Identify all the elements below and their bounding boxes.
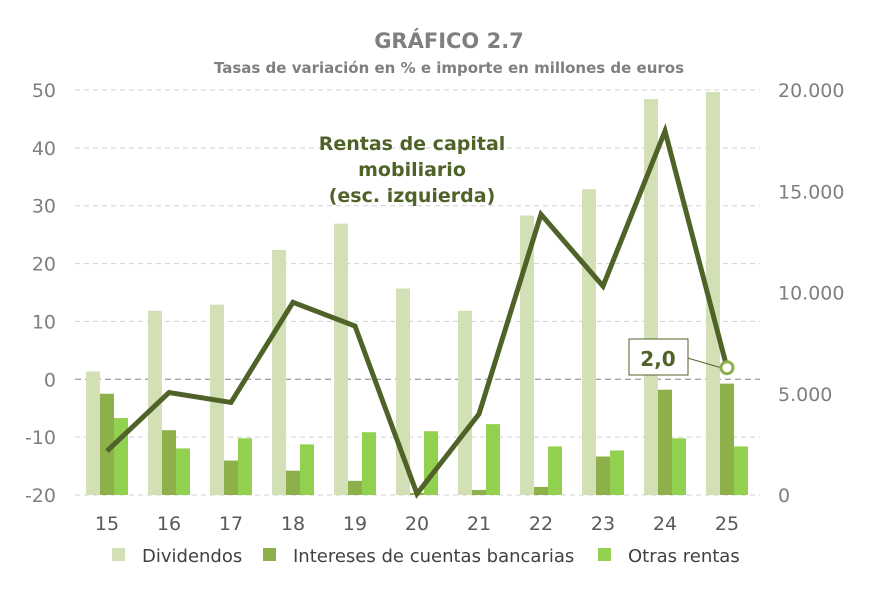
bar-intereses-de-cuentas-bancarias-24 [658, 389, 672, 495]
bar-intereses-de-cuentas-bancarias-23 [596, 456, 610, 495]
data-label: 2,0 [640, 347, 675, 371]
bar-intereses-de-cuentas-bancarias-22 [534, 486, 548, 495]
bar-otras-rentas-19 [362, 432, 376, 495]
right-axis-tick: 10.000 [778, 283, 844, 305]
x-axis-tick: 25 [715, 513, 739, 535]
bar-otras-rentas-15 [114, 418, 128, 495]
bar-intereses-de-cuentas-bancarias-18 [286, 470, 300, 495]
legend-swatch [598, 548, 611, 561]
line-annotation-3: (esc. izquierda) [329, 185, 496, 207]
x-axis-tick: 22 [529, 513, 553, 535]
legend-swatch [263, 548, 276, 561]
bar-dividendos-18 [272, 249, 286, 495]
left-axis-tick: 50 [32, 80, 56, 102]
bar-intereses-de-cuentas-bancarias-19 [348, 480, 362, 495]
right-axis-tick: 5.000 [778, 384, 832, 406]
left-axis-tick: -10 [25, 427, 56, 449]
bar-intereses-de-cuentas-bancarias-25 [720, 383, 734, 495]
bar-dividendos-23 [582, 189, 596, 495]
right-axis-tick: 0 [778, 485, 790, 507]
data-label-box [628, 338, 689, 376]
left-axis-tick: 10 [32, 311, 56, 333]
bar-otras-rentas-22 [548, 446, 562, 495]
bar-intereses-de-cuentas-bancarias-16 [162, 430, 176, 495]
chart-subtitle: Tasas de variación en % e importe en mil… [214, 59, 684, 77]
line-annotation-2: mobiliario [358, 159, 466, 181]
legend-label: Intereses de cuentas bancarias [293, 546, 574, 567]
right-axis-tick: 20.000 [778, 80, 844, 102]
x-axis-tick: 24 [653, 513, 677, 535]
legend-label: Otras rentas [628, 546, 740, 567]
bar-otras-rentas-24 [672, 438, 686, 495]
x-axis-tick: 21 [467, 513, 491, 535]
x-axis-tick: 23 [591, 513, 615, 535]
bar-otras-rentas-16 [176, 448, 190, 495]
bar-otras-rentas-17 [238, 438, 252, 495]
legend-label: Dividendos [142, 546, 242, 567]
left-axis-tick: 0 [44, 369, 56, 391]
legend-swatch [112, 548, 125, 561]
bar-intereses-de-cuentas-bancarias-15 [100, 393, 114, 495]
chart-title: GRÁFICO 2.7 [374, 28, 524, 53]
bar-otras-rentas-23 [610, 450, 624, 495]
bar-otras-rentas-18 [300, 444, 314, 495]
bar-intereses-de-cuentas-bancarias-21 [472, 489, 486, 495]
bar-otras-rentas-21 [486, 424, 500, 495]
left-axis-tick: 20 [32, 254, 56, 276]
left-axis-tick: 30 [32, 196, 56, 218]
bar-dividendos-25 [706, 92, 720, 496]
bar-dividendos-21 [458, 310, 472, 495]
line-annotation-1: Rentas de capital [319, 133, 506, 155]
bar-dividendos-19 [334, 223, 348, 495]
last-point-marker [719, 360, 735, 376]
left-axis-tick: -20 [25, 485, 56, 507]
x-axis-tick: 16 [157, 513, 181, 535]
x-axis-tick: 19 [343, 513, 367, 535]
bar-dividendos-15 [86, 371, 100, 495]
x-axis-tick: 20 [405, 513, 429, 535]
bar-otras-rentas-25 [734, 446, 748, 495]
x-axis-tick: 18 [281, 513, 305, 535]
x-axis-tick: 17 [219, 513, 243, 535]
data-label-leader [683, 356, 722, 369]
bar-intereses-de-cuentas-bancarias-17 [224, 460, 238, 495]
right-axis-tick: 15.000 [778, 181, 844, 203]
bar-dividendos-22 [520, 215, 534, 496]
x-axis-tick: 15 [95, 513, 119, 535]
bar-dividendos-24 [644, 99, 658, 496]
left-axis-tick: 40 [32, 138, 56, 160]
